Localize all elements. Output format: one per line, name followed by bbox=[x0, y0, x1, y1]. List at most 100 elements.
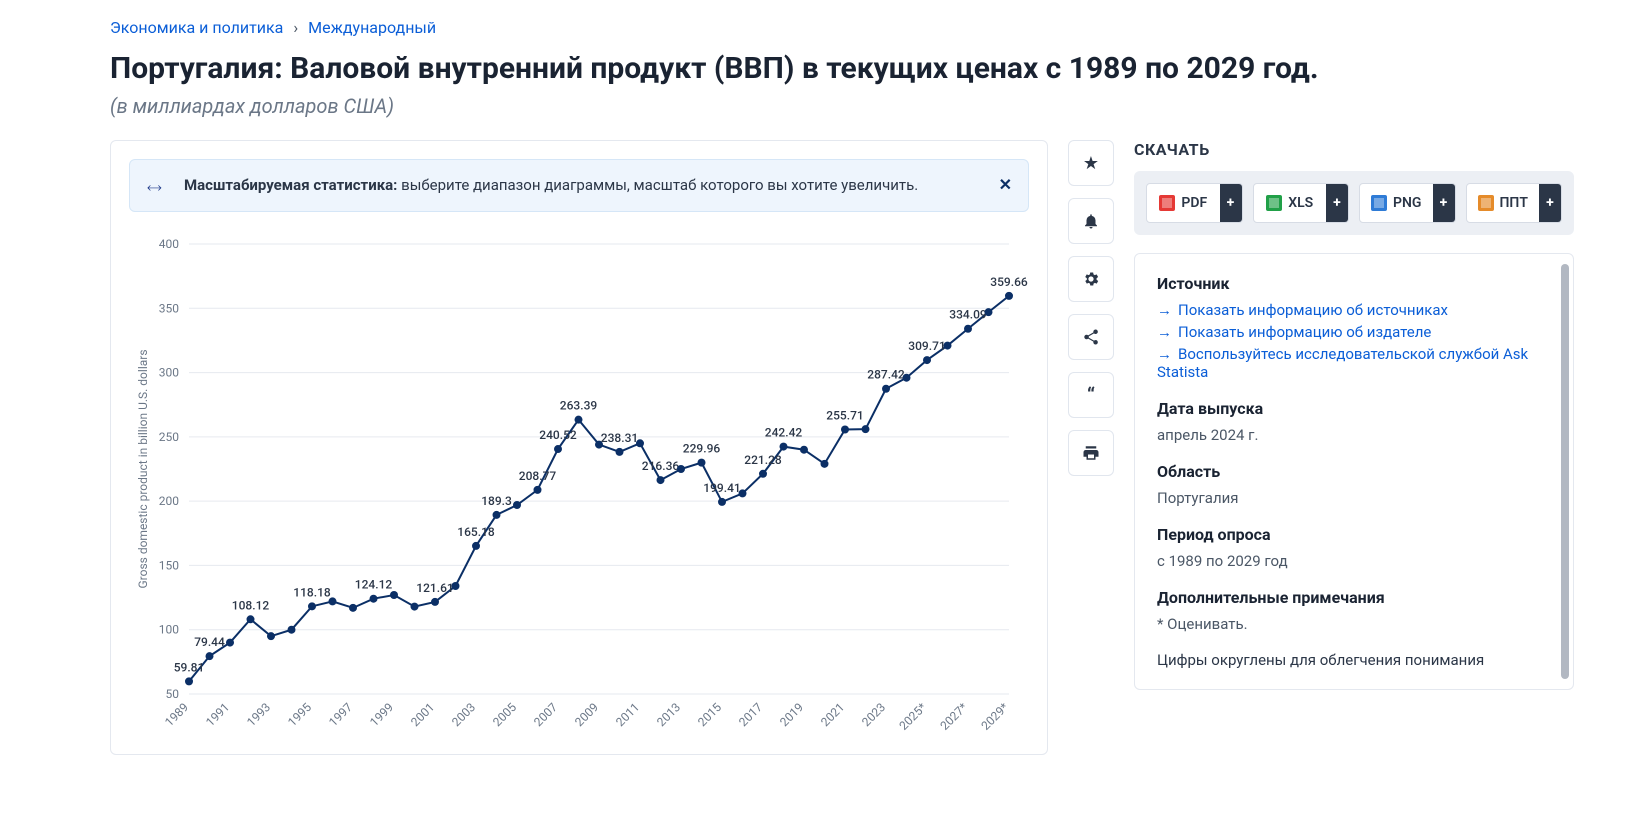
breadcrumb-link-2[interactable]: Международный bbox=[308, 18, 436, 37]
svg-text:199.41: 199.41 bbox=[703, 480, 740, 494]
notify-button[interactable] bbox=[1068, 198, 1114, 244]
svg-text:400: 400 bbox=[159, 237, 179, 251]
download-xls-label: XLS bbox=[1288, 195, 1313, 211]
png-icon bbox=[1371, 195, 1387, 211]
download-ppt-label: ППТ bbox=[1500, 195, 1528, 211]
breadcrumb-link-1[interactable]: Экономика и политика bbox=[110, 18, 283, 37]
rounding-note: Цифры округлены для облегчения понимания bbox=[1157, 651, 1551, 669]
svg-text:2003: 2003 bbox=[449, 700, 478, 729]
share-icon bbox=[1082, 328, 1100, 346]
cite-button[interactable]: “ bbox=[1068, 372, 1114, 418]
svg-text:263.39: 263.39 bbox=[560, 398, 598, 412]
svg-text:1993: 1993 bbox=[244, 700, 273, 729]
close-icon[interactable]: ✕ bbox=[999, 173, 1012, 197]
svg-text:208.77: 208.77 bbox=[519, 468, 557, 482]
arrow-icon: → bbox=[1157, 323, 1172, 341]
svg-text:2023: 2023 bbox=[859, 700, 888, 729]
arrow-icon: → bbox=[1157, 301, 1172, 319]
download-png-button[interactable]: PNG + bbox=[1359, 183, 1456, 223]
plus-icon[interactable]: + bbox=[1433, 184, 1455, 222]
arrow-icon: → bbox=[1157, 345, 1172, 363]
download-png-label: PNG bbox=[1393, 195, 1421, 211]
release-date: Дата выпуска апрель 2024 г. bbox=[1157, 399, 1551, 444]
print-button[interactable] bbox=[1068, 430, 1114, 476]
svg-text:124.12: 124.12 bbox=[355, 577, 393, 591]
svg-text:189.3: 189.3 bbox=[481, 493, 512, 507]
svg-text:108.12: 108.12 bbox=[232, 598, 270, 612]
notes-heading: Дополнительные примечания bbox=[1157, 588, 1551, 607]
source-heading: Источник bbox=[1157, 274, 1551, 293]
gear-icon bbox=[1082, 270, 1100, 288]
zoom-info-banner: ⤢ Масштабируемая статистика: выберите ди… bbox=[129, 159, 1029, 212]
svg-text:1991: 1991 bbox=[203, 700, 232, 729]
download-pdf-button[interactable]: PDF + bbox=[1146, 183, 1243, 223]
period-value: с 1989 по 2029 год bbox=[1157, 552, 1551, 570]
svg-text:2007: 2007 bbox=[531, 700, 560, 729]
print-icon bbox=[1082, 444, 1100, 462]
svg-text:1999: 1999 bbox=[367, 700, 396, 729]
chart-card: ⤢ Масштабируемая статистика: выберите ди… bbox=[110, 140, 1048, 755]
svg-text:2001: 2001 bbox=[408, 700, 437, 729]
download-xls-button[interactable]: XLS + bbox=[1253, 183, 1350, 223]
breadcrumb-sep: › bbox=[293, 18, 298, 37]
svg-text:229.96: 229.96 bbox=[683, 441, 721, 455]
region: Область Португалия bbox=[1157, 462, 1551, 507]
svg-text:255.71: 255.71 bbox=[826, 408, 863, 422]
svg-text:2015: 2015 bbox=[695, 700, 724, 729]
source-link-sources[interactable]: Показать информацию об источниках bbox=[1178, 301, 1448, 319]
svg-text:309.71: 309.71 bbox=[908, 339, 945, 353]
svg-text:334.09: 334.09 bbox=[949, 307, 987, 321]
svg-text:121.61: 121.61 bbox=[416, 580, 453, 594]
plus-icon[interactable]: + bbox=[1220, 184, 1242, 222]
svg-text:300: 300 bbox=[159, 365, 179, 379]
region-value: Португалия bbox=[1157, 489, 1551, 507]
source-links: → Показать информацию об источниках → Пока… bbox=[1157, 301, 1551, 381]
svg-text:2005: 2005 bbox=[490, 700, 519, 729]
svg-text:Gross domestic product in bill: Gross domestic product in billion U.S. d… bbox=[136, 349, 150, 588]
svg-text:1995: 1995 bbox=[285, 700, 314, 729]
release-heading: Дата выпуска bbox=[1157, 399, 1551, 418]
svg-text:250: 250 bbox=[159, 429, 179, 443]
svg-text:2021: 2021 bbox=[818, 700, 847, 729]
download-heading: СКАЧАТЬ bbox=[1134, 140, 1574, 159]
download-ppt-button[interactable]: ППТ + bbox=[1466, 183, 1563, 223]
svg-text:79.44: 79.44 bbox=[194, 635, 225, 649]
notes-value: * Оценивать. bbox=[1157, 615, 1551, 633]
svg-text:240.52: 240.52 bbox=[539, 428, 577, 442]
quote-icon: “ bbox=[1087, 383, 1095, 407]
svg-text:150: 150 bbox=[159, 558, 179, 572]
svg-text:2009: 2009 bbox=[572, 700, 601, 729]
svg-text:59.81: 59.81 bbox=[174, 660, 205, 674]
chart-area[interactable]: 50100150200250300350400Gross domestic pr… bbox=[129, 234, 1029, 754]
svg-text:242.42: 242.42 bbox=[765, 425, 803, 439]
svg-text:2025*: 2025* bbox=[896, 700, 929, 733]
ppt-icon bbox=[1478, 195, 1494, 211]
svg-text:2027*: 2027* bbox=[937, 700, 970, 733]
source-link-publisher[interactable]: Показать информацию об издателе bbox=[1178, 323, 1431, 341]
scrollbar[interactable] bbox=[1561, 264, 1569, 679]
favorite-button[interactable]: ★ bbox=[1068, 140, 1114, 186]
svg-text:118.18: 118.18 bbox=[293, 585, 331, 599]
svg-text:165.18: 165.18 bbox=[457, 524, 495, 538]
share-button[interactable] bbox=[1068, 314, 1114, 360]
pdf-icon bbox=[1159, 195, 1175, 211]
expand-icon: ⤢ bbox=[142, 177, 165, 200]
action-column: ★ “ bbox=[1068, 140, 1114, 476]
banner-text: выберите диапазон диаграммы, масштаб кот… bbox=[401, 176, 918, 194]
svg-text:2017: 2017 bbox=[736, 700, 765, 729]
svg-text:100: 100 bbox=[159, 622, 179, 636]
settings-button[interactable] bbox=[1068, 256, 1114, 302]
region-heading: Область bbox=[1157, 462, 1551, 481]
plus-icon[interactable]: + bbox=[1326, 184, 1348, 222]
additional-notes: Дополнительные примечания * Оценивать. bbox=[1157, 588, 1551, 633]
svg-text:359.66: 359.66 bbox=[990, 274, 1028, 288]
line-chart[interactable]: 50100150200250300350400Gross domestic pr… bbox=[129, 234, 1029, 754]
right-column: СКАЧАТЬ PDF + XLS + PNG + bbox=[1134, 140, 1574, 690]
plus-icon[interactable]: + bbox=[1539, 184, 1561, 222]
source-link-ask[interactable]: Воспользуйтесь исследовательской службой… bbox=[1157, 345, 1528, 381]
page-title: Португалия: Валовой внутренний продукт (… bbox=[110, 49, 1626, 88]
period-heading: Период опроса bbox=[1157, 525, 1551, 544]
banner-strong: Масштабируемая статистика: bbox=[184, 176, 397, 194]
svg-text:1997: 1997 bbox=[326, 700, 355, 729]
download-section: СКАЧАТЬ PDF + XLS + PNG + bbox=[1134, 140, 1574, 235]
